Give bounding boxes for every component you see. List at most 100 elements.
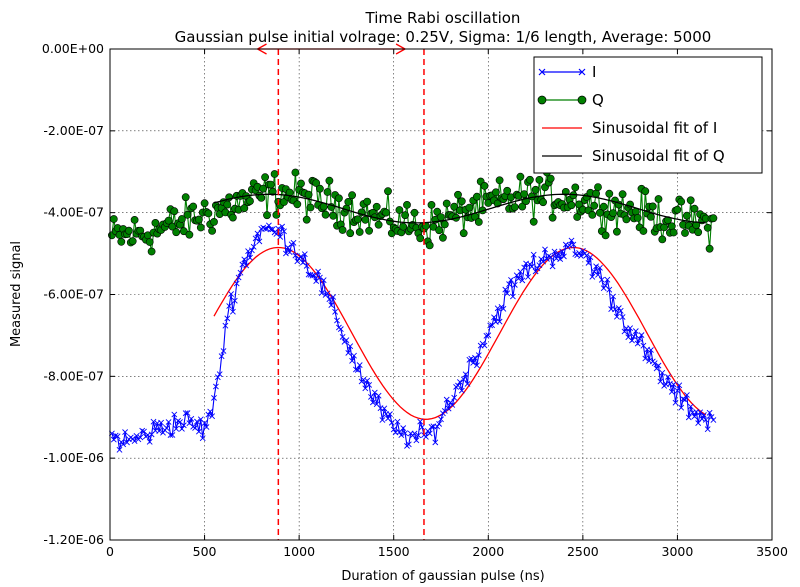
series-i-point [349,357,356,364]
series-i-point [400,425,407,432]
series-i-point [612,306,618,313]
series-q-point [548,213,557,222]
series-i-point [411,430,418,437]
series-q-fit-line [213,193,706,224]
series-i-point [428,423,435,430]
series-i-point [139,427,146,434]
series-q-point [147,247,156,256]
series-i-point [598,276,605,283]
series-q-point [363,197,372,206]
series-i-point [506,281,513,288]
series-i-point [585,259,592,266]
series-i-point [606,286,613,293]
legend-label: I [592,63,596,81]
series-i-point [525,274,531,280]
series-q-point [334,194,343,203]
series-q-point [304,190,313,199]
series-q-point [246,197,254,205]
series-q-point [535,175,544,184]
series-i-point [131,438,138,445]
series-q-point [575,200,583,209]
series-q-point [539,198,547,207]
series-q-point [382,208,390,217]
series-i-point [173,425,180,432]
series-i-point [235,274,242,281]
series-i-point [591,268,598,275]
series-i-point [687,403,694,410]
series-q-point [683,211,691,220]
series-i-point [381,405,388,412]
series-i-point [224,315,231,322]
series-i-point [369,399,376,406]
y-tick-label: -2.00E-07 [43,123,104,138]
series-i-point [275,225,282,232]
legend-swatch-marker [577,95,587,105]
series-q-point [172,228,181,237]
chart-title: Time Rabi oscillation [365,9,521,27]
series-q-point [257,193,266,202]
series-i-point [303,262,310,269]
series-i-point [120,441,127,448]
series-q-point [442,199,451,208]
series-i-point [305,271,312,278]
series-i-point [668,388,675,395]
series-q-point [427,200,436,209]
series-i-point [252,235,259,242]
series-i-point [337,326,344,333]
series-i-point [356,362,363,369]
series-i-point [158,419,165,426]
series-i-point [519,277,526,284]
series-i-point [678,404,685,411]
legend-label: Sinusoidal fit of Q [592,147,725,165]
chart-subtitle: Gaussian pulse initial volrage: 0.25V, S… [175,28,712,46]
series-q-point [208,226,216,235]
series-q-point [694,228,703,237]
series-i-point [508,276,514,283]
series-i-point [180,422,187,429]
series-q-point [669,228,678,237]
series-i-point [619,314,626,320]
series-i-point [112,432,119,439]
series-i-point [468,355,475,362]
y-tick-label: -6.00E-07 [43,287,104,302]
series-q-point [588,210,597,219]
series-i-point [419,424,426,431]
series-i-point [570,241,577,248]
series-i-point [491,314,497,321]
x-tick-label: 2500 [567,544,599,559]
series-q-point [228,213,237,222]
series-i-point [388,419,395,426]
series-q-point [633,213,642,222]
series-i-point [432,439,439,446]
series-q-point [618,190,627,199]
series-i-point [301,251,308,258]
series-q-point [223,200,232,209]
series-q-point [177,215,186,223]
plot-frame [109,48,773,541]
series-q-point [450,202,459,211]
series-i-point [209,413,216,420]
legend-swatch-marker [538,68,546,76]
series-i-point [481,342,488,349]
series-i-point [475,352,482,359]
series-i-point [509,293,516,300]
series-i-point [460,376,467,383]
series-q-point [647,212,655,221]
series-q-point [673,205,682,214]
series-q-point [465,203,474,212]
series-i-point [167,432,174,439]
series-q-point [648,202,657,211]
series-i-point [672,399,679,406]
series-i-point [211,394,217,401]
series-q-point [594,183,602,191]
series-i-point [222,322,229,329]
series-i-point [231,297,238,304]
series-q-point [266,180,275,189]
series-q-point [516,172,525,181]
series-i-point [247,254,253,261]
series-i-point [218,353,225,360]
series-i-point [137,434,144,441]
series-i-point [557,256,564,263]
grid [110,49,772,540]
series-q-point [348,191,356,200]
